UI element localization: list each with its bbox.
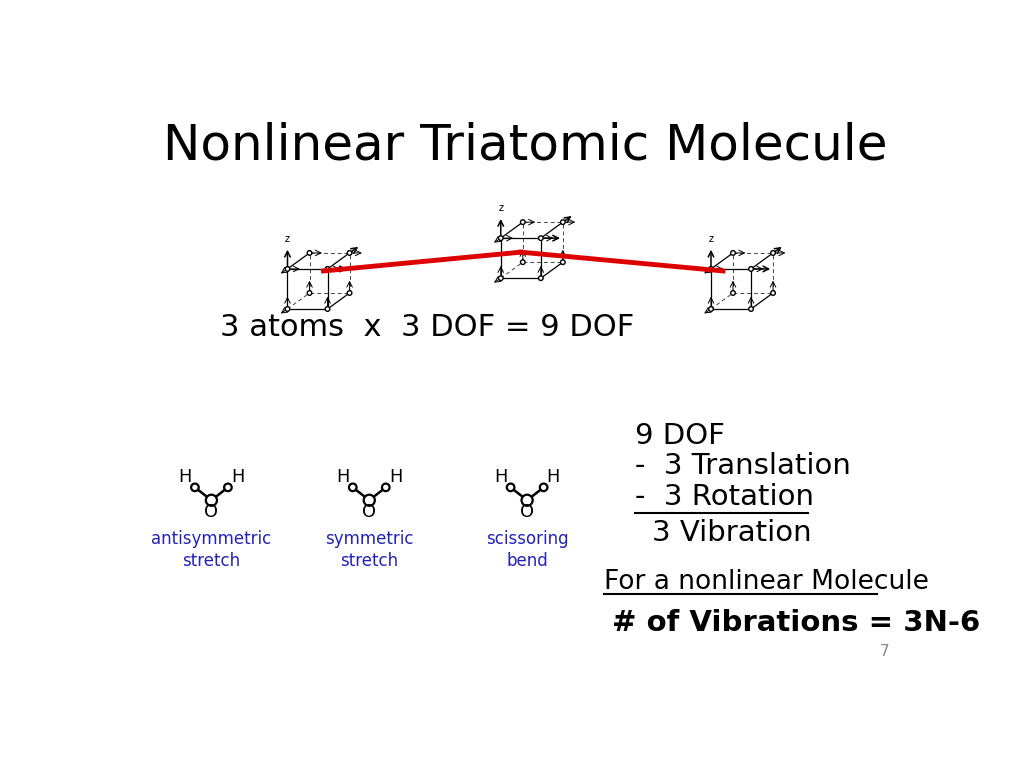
Text: scissoring
bend: scissoring bend [485, 529, 568, 570]
Text: z: z [285, 233, 290, 244]
Text: H: H [547, 468, 560, 486]
Text: -  3 Translation: - 3 Translation [635, 452, 851, 480]
Circle shape [347, 290, 352, 295]
Text: H: H [231, 468, 245, 486]
Circle shape [520, 220, 525, 224]
Text: antisymmetric
stretch: antisymmetric stretch [152, 529, 271, 570]
Circle shape [206, 495, 217, 506]
Circle shape [499, 236, 503, 240]
Circle shape [731, 290, 735, 295]
Circle shape [307, 250, 312, 255]
Text: O: O [520, 503, 535, 521]
Text: 7: 7 [880, 644, 889, 659]
Text: 3 Vibration: 3 Vibration [652, 519, 811, 548]
Text: O: O [205, 503, 218, 521]
Text: 3 atoms  x  3 DOF = 9 DOF: 3 atoms x 3 DOF = 9 DOF [220, 313, 634, 343]
Text: z: z [709, 233, 714, 244]
Circle shape [364, 495, 375, 506]
Circle shape [709, 306, 714, 311]
Circle shape [749, 306, 754, 311]
Circle shape [499, 276, 503, 280]
Circle shape [709, 266, 714, 271]
Circle shape [539, 236, 543, 240]
Circle shape [349, 484, 356, 492]
Circle shape [540, 484, 548, 492]
Text: H: H [495, 468, 508, 486]
Circle shape [560, 260, 565, 264]
Text: O: O [362, 503, 376, 521]
Text: # of Vibrations = 3N-6: # of Vibrations = 3N-6 [611, 610, 980, 637]
Circle shape [771, 250, 775, 255]
Circle shape [731, 250, 735, 255]
Text: -  3 Rotation: - 3 Rotation [635, 483, 814, 511]
Circle shape [285, 306, 290, 311]
Circle shape [749, 266, 754, 271]
Text: symmetric
stretch: symmetric stretch [325, 529, 414, 570]
Text: H: H [337, 468, 349, 486]
Circle shape [382, 484, 389, 492]
Circle shape [507, 484, 514, 492]
Circle shape [771, 290, 775, 295]
Circle shape [224, 484, 231, 492]
Circle shape [191, 484, 199, 492]
Circle shape [326, 306, 330, 311]
Circle shape [347, 250, 352, 255]
Circle shape [326, 266, 330, 271]
Circle shape [520, 260, 525, 264]
Circle shape [560, 220, 565, 224]
Text: z: z [499, 203, 503, 213]
Circle shape [521, 495, 532, 506]
Text: 9 DOF: 9 DOF [635, 422, 725, 449]
Circle shape [307, 290, 312, 295]
Text: Nonlinear Triatomic Molecule: Nonlinear Triatomic Molecule [163, 121, 887, 170]
Text: For a nonlinear Molecule: For a nonlinear Molecule [604, 569, 929, 595]
Circle shape [539, 276, 543, 280]
Text: H: H [178, 468, 191, 486]
Text: H: H [389, 468, 402, 486]
Circle shape [285, 266, 290, 271]
